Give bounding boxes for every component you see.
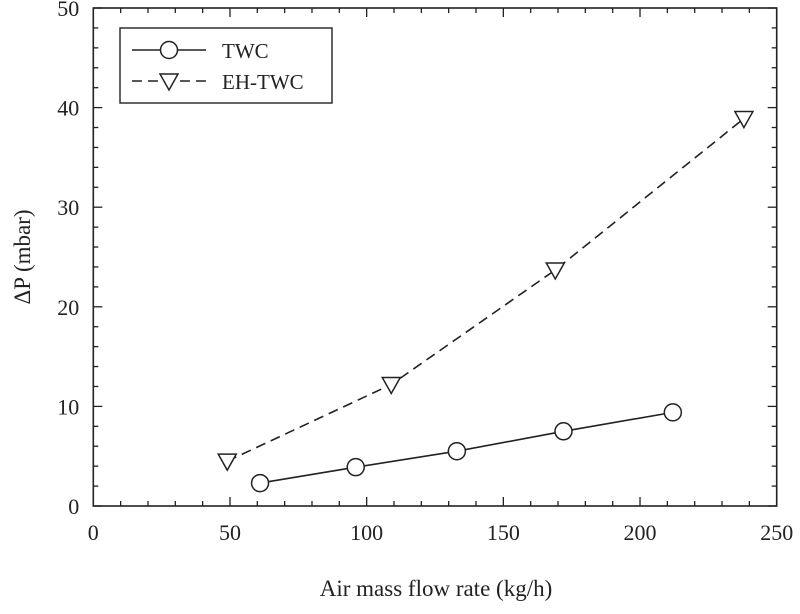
data-point (554, 422, 573, 441)
data-point (663, 403, 683, 422)
x-tick-label: 250 (760, 520, 793, 545)
x-tick-label: 200 (624, 520, 657, 545)
data-point (380, 376, 402, 396)
legend: TWC EH-TWC (119, 27, 333, 104)
series-eh-twc (216, 110, 755, 472)
series-twc (250, 403, 683, 493)
x-tick-label: 150 (487, 520, 520, 545)
data-point (447, 441, 467, 461)
legend-box (119, 27, 333, 104)
y-tick-label: 0 (68, 494, 79, 519)
axes: 0 50 100 150 200 250 0 10 20 30 40 50 (57, 0, 793, 545)
series-line (226, 117, 745, 462)
data-point (216, 453, 238, 472)
data-point (250, 473, 270, 493)
legend-marker (158, 73, 180, 92)
data-point (346, 457, 365, 477)
x-tick-label: 50 (219, 520, 241, 545)
y-tick-label: 20 (57, 295, 79, 320)
data-point (733, 110, 755, 130)
y-tick-label: 30 (57, 195, 79, 220)
x-axis-label: Air mass flow rate (kg/h) (320, 576, 553, 601)
y-tick-label: 40 (57, 96, 79, 121)
series-line (259, 411, 673, 484)
legend-label: EH-TWC (222, 70, 304, 94)
y-axis-label: ΔP (mbar) (10, 209, 35, 304)
data-point (544, 262, 566, 281)
y-tick-label: 50 (57, 0, 79, 21)
x-tick-label: 100 (350, 520, 383, 545)
legend-label: TWC (222, 39, 269, 63)
x-tick-label: 0 (88, 520, 99, 545)
legend-marker (159, 40, 179, 60)
plot-frame (92, 7, 778, 507)
series-layer (216, 110, 755, 493)
y-tick-label: 10 (57, 394, 79, 419)
